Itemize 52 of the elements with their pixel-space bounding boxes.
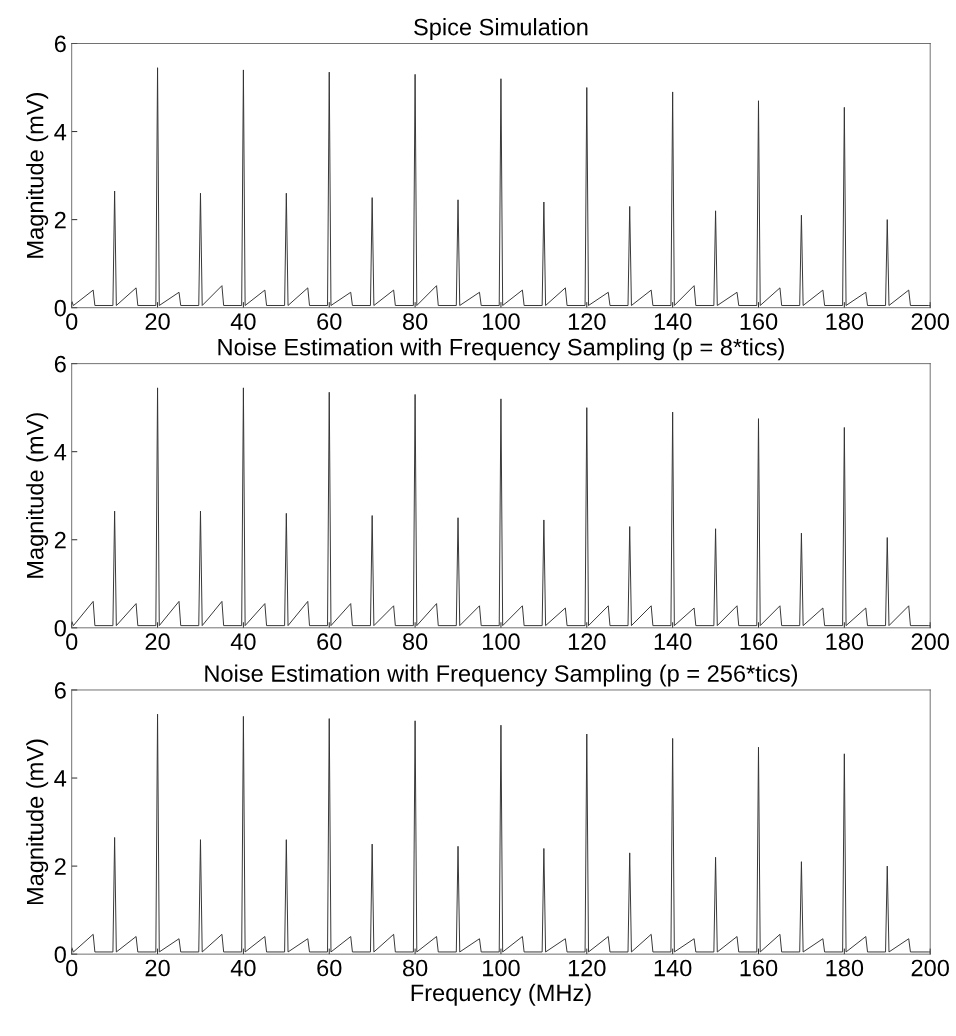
x-tick-label: 20 xyxy=(145,313,170,330)
x-tick-label: 100 xyxy=(483,959,520,977)
y-tick-label: 0 xyxy=(54,946,66,963)
x-tick-label: 200 xyxy=(911,313,949,330)
chart-title: Spice Simulation xyxy=(414,18,588,41)
x-tick-label: 160 xyxy=(740,959,778,977)
y-tick-label: 6 xyxy=(54,35,66,53)
x-tick-label: 0 xyxy=(66,633,78,651)
x-tick-label: 200 xyxy=(911,959,949,977)
x-axis-title: Frequency (MHz) xyxy=(411,983,591,1006)
x-tick-label: 20 xyxy=(145,633,170,651)
x-tick-label: 180 xyxy=(826,313,864,330)
x-tick-label: 160 xyxy=(740,313,778,330)
x-tick-label: 40 xyxy=(230,959,256,977)
x-tick-label: 80 xyxy=(402,633,428,651)
x-tick-label: 120 xyxy=(568,959,606,977)
y-axis-title: Magnitude (mV) xyxy=(26,93,49,258)
y-tick-label: 2 xyxy=(54,858,66,875)
x-tick-label: 120 xyxy=(568,313,606,330)
y-tick-label: 4 xyxy=(54,770,67,787)
y-tick-label: 4 xyxy=(54,444,67,461)
x-tick-label: 140 xyxy=(654,313,692,330)
x-tick-label: 180 xyxy=(826,633,864,651)
x-tick-label: 0 xyxy=(66,959,78,977)
x-tick-label: 80 xyxy=(402,313,428,330)
x-tick-label: 180 xyxy=(826,959,864,977)
y-axis-title: Magnitude (mV) xyxy=(26,739,49,905)
y-tick-label: 2 xyxy=(54,531,66,549)
chart-title: Noise Estimation with Frequency Sampling (p = 8*tics) xyxy=(218,338,784,361)
x-tick-label: 140 xyxy=(654,959,692,977)
x-tick-label: 40 xyxy=(230,313,256,330)
x-tick-label: 80 xyxy=(402,959,428,977)
x-tick-label: 20 xyxy=(145,959,170,977)
x-tick-label: 0 xyxy=(66,313,78,330)
y-axis-title: Magnitude (mV) xyxy=(26,413,49,578)
x-tick-label: 40 xyxy=(230,633,256,651)
x-tick-label: 60 xyxy=(317,959,342,977)
x-tick-label: 140 xyxy=(654,633,692,651)
chart-title: Noise Estimation with Frequency Sampling (p = 256*tics) xyxy=(205,664,798,687)
y-tick-label: 0 xyxy=(54,619,66,637)
y-tick-label: 4 xyxy=(54,123,67,141)
y-tick-label: 6 xyxy=(54,682,66,699)
x-tick-label: 160 xyxy=(740,633,778,651)
x-tick-label: 60 xyxy=(317,313,342,330)
x-tick-label: 120 xyxy=(568,633,606,651)
y-tick-label: 0 xyxy=(54,299,66,317)
y-tick-label: 6 xyxy=(54,355,66,373)
x-tick-label: 100 xyxy=(483,633,520,651)
x-tick-label: 200 xyxy=(911,633,949,651)
x-tick-label: 100 xyxy=(483,313,520,330)
y-tick-label: 2 xyxy=(54,211,66,229)
x-tick-label: 60 xyxy=(317,633,342,651)
